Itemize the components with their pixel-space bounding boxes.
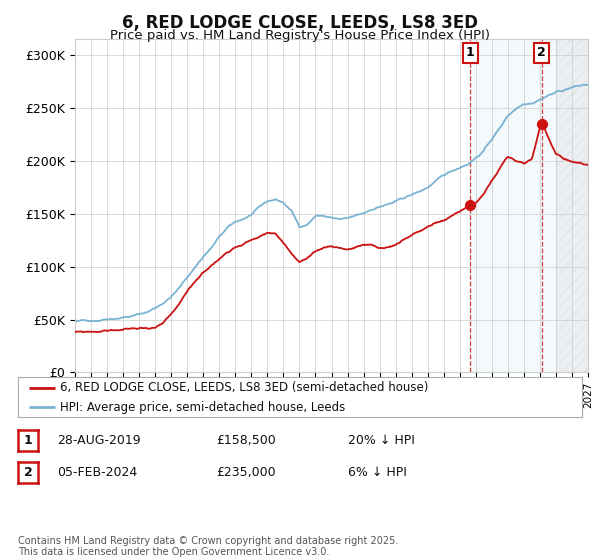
Text: £158,500: £158,500 xyxy=(216,433,276,447)
Text: 28-AUG-2019: 28-AUG-2019 xyxy=(57,433,140,447)
Text: 20% ↓ HPI: 20% ↓ HPI xyxy=(348,433,415,447)
Bar xyxy=(556,39,588,372)
Text: Price paid vs. HM Land Registry's House Price Index (HPI): Price paid vs. HM Land Registry's House … xyxy=(110,29,490,42)
Text: 2: 2 xyxy=(23,466,32,479)
Text: 6, RED LODGE CLOSE, LEEDS, LS8 3ED (semi-detached house): 6, RED LODGE CLOSE, LEEDS, LS8 3ED (semi… xyxy=(60,381,428,394)
Text: £235,000: £235,000 xyxy=(216,466,275,479)
Text: Contains HM Land Registry data © Crown copyright and database right 2025.
This d: Contains HM Land Registry data © Crown c… xyxy=(18,535,398,557)
Text: HPI: Average price, semi-detached house, Leeds: HPI: Average price, semi-detached house,… xyxy=(60,400,346,414)
Bar xyxy=(470,39,588,372)
Text: 1: 1 xyxy=(466,46,475,59)
Text: 05-FEB-2024: 05-FEB-2024 xyxy=(57,466,137,479)
Text: 1: 1 xyxy=(23,433,32,447)
Text: 6, RED LODGE CLOSE, LEEDS, LS8 3ED: 6, RED LODGE CLOSE, LEEDS, LS8 3ED xyxy=(122,14,478,32)
Text: 6% ↓ HPI: 6% ↓ HPI xyxy=(348,466,407,479)
Text: 2: 2 xyxy=(537,46,546,59)
